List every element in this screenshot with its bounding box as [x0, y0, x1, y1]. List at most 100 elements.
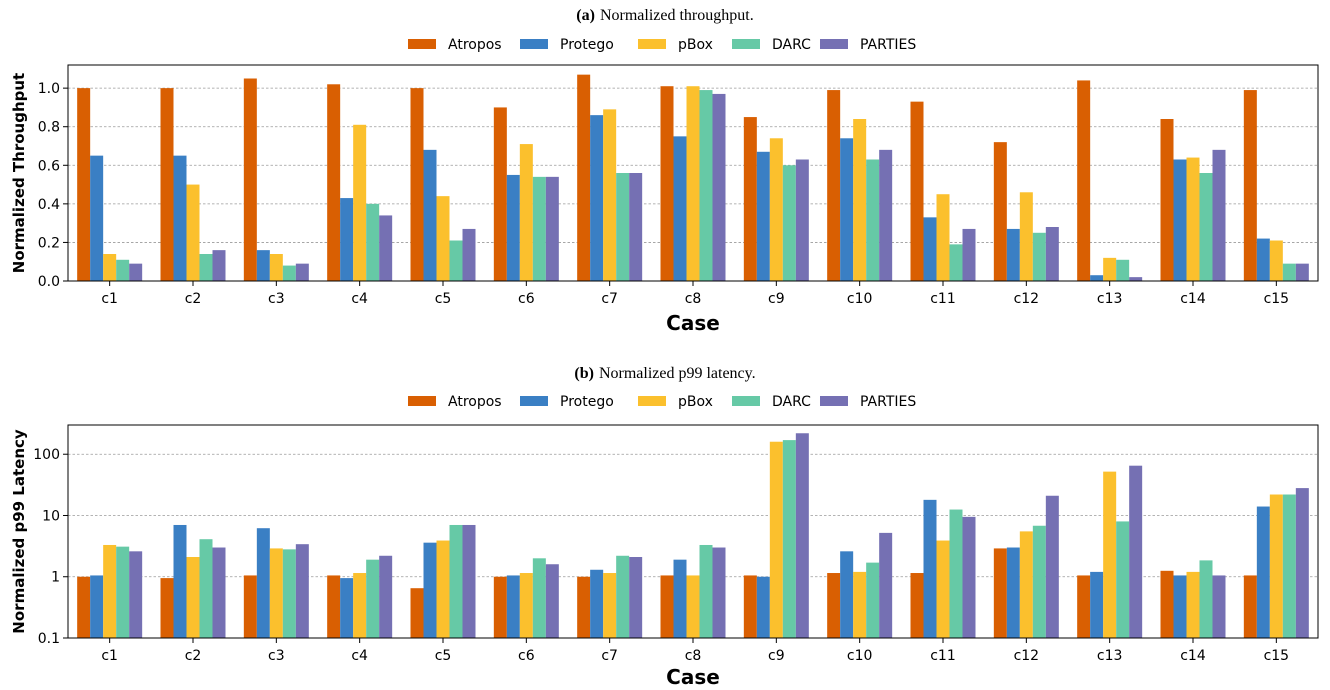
legend-swatch-darc — [732, 39, 760, 49]
bar-parties-c13 — [1129, 465, 1143, 638]
bar-protego-c3 — [256, 528, 270, 638]
series-protego — [90, 115, 1270, 282]
x-tick-label-c14: c14 — [1180, 291, 1206, 307]
bar-atropos-c14 — [1160, 119, 1174, 281]
bar-parties-c7 — [629, 557, 643, 638]
bar-darc-c12 — [1032, 525, 1046, 638]
bar-pbox-c14 — [1186, 157, 1200, 281]
y-tick-label: 1 — [51, 570, 60, 586]
bar-atropos-c12 — [993, 142, 1007, 281]
bar-pbox-c3 — [269, 254, 283, 281]
bar-protego-c6 — [506, 575, 520, 638]
bar-pbox-c9 — [769, 441, 783, 638]
legend-label-atropos: Atropos — [448, 394, 502, 410]
plot-frame — [67, 64, 1319, 282]
bar-pbox-c8 — [686, 575, 700, 638]
bar-pbox-c12 — [1019, 192, 1033, 281]
bar-parties-c3 — [295, 263, 309, 281]
bar-pbox-c14 — [1186, 571, 1200, 638]
legend-label-darc: DARC — [772, 37, 811, 53]
bar-darc-c10 — [866, 562, 880, 638]
bar-atropos-c1 — [77, 576, 91, 638]
legend-label-atropos: Atropos — [448, 37, 502, 53]
bar-protego-c12 — [1006, 547, 1020, 638]
bar-atropos-c3 — [243, 78, 257, 281]
bar-pbox-c13 — [1103, 471, 1117, 638]
x-tick-label-c11: c11 — [930, 648, 956, 664]
legend-item-parties: PARTIES — [820, 37, 916, 53]
bar-darc-c13 — [1116, 259, 1130, 281]
bar-darc-c15 — [1282, 263, 1296, 281]
bar-protego-c5 — [423, 542, 437, 638]
bar-parties-c12 — [1045, 227, 1059, 281]
x-axis-label: Case — [666, 311, 720, 335]
bar-protego-c14 — [1173, 159, 1187, 281]
x-tick-label-c2: c2 — [185, 648, 202, 664]
x-tick-label-c13: c13 — [1097, 291, 1123, 307]
bar-atropos-c7 — [577, 74, 591, 282]
bar-darc-c3 — [282, 265, 296, 281]
legend-item-pbox: pBox — [638, 37, 713, 53]
legend-item-darc: DARC — [732, 37, 811, 53]
x-tick-label-c15: c15 — [1264, 291, 1290, 307]
legend-item-darc: DARC — [732, 394, 811, 410]
bar-parties-c6 — [545, 176, 559, 281]
series-parties — [129, 93, 1309, 281]
bar-protego-c14 — [1173, 575, 1187, 638]
x-tick-label-c4: c4 — [351, 648, 368, 664]
bar-protego-c6 — [506, 174, 520, 281]
legend-label-parties: PARTIES — [860, 394, 916, 410]
bar-darc-c2 — [199, 254, 213, 281]
bar-atropos-c10 — [827, 573, 841, 638]
legend-label-protego: Protego — [560, 394, 614, 410]
chart-caption: (a) Normalized throughput. — [576, 7, 753, 24]
legend-item-pbox: pBox — [638, 394, 713, 410]
legend-swatch-atropos — [408, 396, 436, 406]
bar-protego-c1 — [90, 575, 104, 638]
legend-label-pbox: pBox — [678, 394, 713, 410]
bar-atropos-c9 — [743, 117, 757, 281]
bar-darc-c3 — [282, 549, 296, 638]
x-tick-label-c10: c10 — [847, 648, 873, 664]
bar-parties-c4 — [379, 215, 393, 281]
bar-darc-c8 — [699, 544, 713, 638]
bar-parties-c15 — [1295, 263, 1309, 281]
x-tick-label-c6: c6 — [518, 291, 535, 307]
x-axis-label: Case — [666, 665, 720, 689]
bar-parties-c12 — [1045, 495, 1059, 638]
x-tick-label-c10: c10 — [847, 291, 873, 307]
bar-parties-c8 — [712, 547, 726, 638]
x-tick-label-c9: c9 — [768, 648, 785, 664]
bar-parties-c10 — [879, 532, 893, 638]
bar-darc-c1 — [116, 546, 130, 638]
bar-darc-c4 — [366, 203, 380, 281]
bar-atropos-c8 — [660, 575, 674, 638]
caption-title: Normalized p99 latency. — [599, 365, 756, 382]
bar-parties-c14 — [1212, 149, 1226, 281]
y-tick-label: 0.1 — [38, 631, 60, 647]
bar-atropos-c1 — [77, 88, 91, 282]
bar-protego-c10 — [840, 551, 854, 638]
y-tick-label: 0.2 — [38, 235, 60, 251]
bar-atropos-c7 — [577, 576, 591, 638]
bar-darc-c7 — [616, 555, 630, 638]
y-tick-label: 10 — [42, 508, 60, 524]
bar-pbox-c5 — [436, 540, 450, 638]
bar-protego-c8 — [673, 136, 687, 281]
bar-darc-c9 — [782, 165, 796, 281]
bar-protego-c1 — [90, 155, 104, 281]
bar-pbox-c10 — [853, 119, 867, 281]
chart-latency: (b) Normalized p99 latency. Atropos Protego… — [10, 365, 1319, 689]
bar-parties-c5 — [462, 524, 476, 638]
chart-caption: (b) Normalized p99 latency. — [574, 365, 755, 382]
x-tick-label-c9: c9 — [768, 291, 785, 307]
series-pbox — [103, 86, 1283, 282]
bar-darc-c2 — [199, 539, 213, 638]
bar-protego-c7 — [590, 569, 604, 638]
x-tick-label-c12: c12 — [1014, 648, 1040, 664]
bar-protego-c4 — [340, 198, 354, 281]
x-tick-label-c7: c7 — [601, 291, 618, 307]
legend-swatch-parties — [820, 396, 848, 406]
y-tick-label: 1.0 — [38, 81, 60, 97]
x-tick-label-c3: c3 — [268, 291, 285, 307]
